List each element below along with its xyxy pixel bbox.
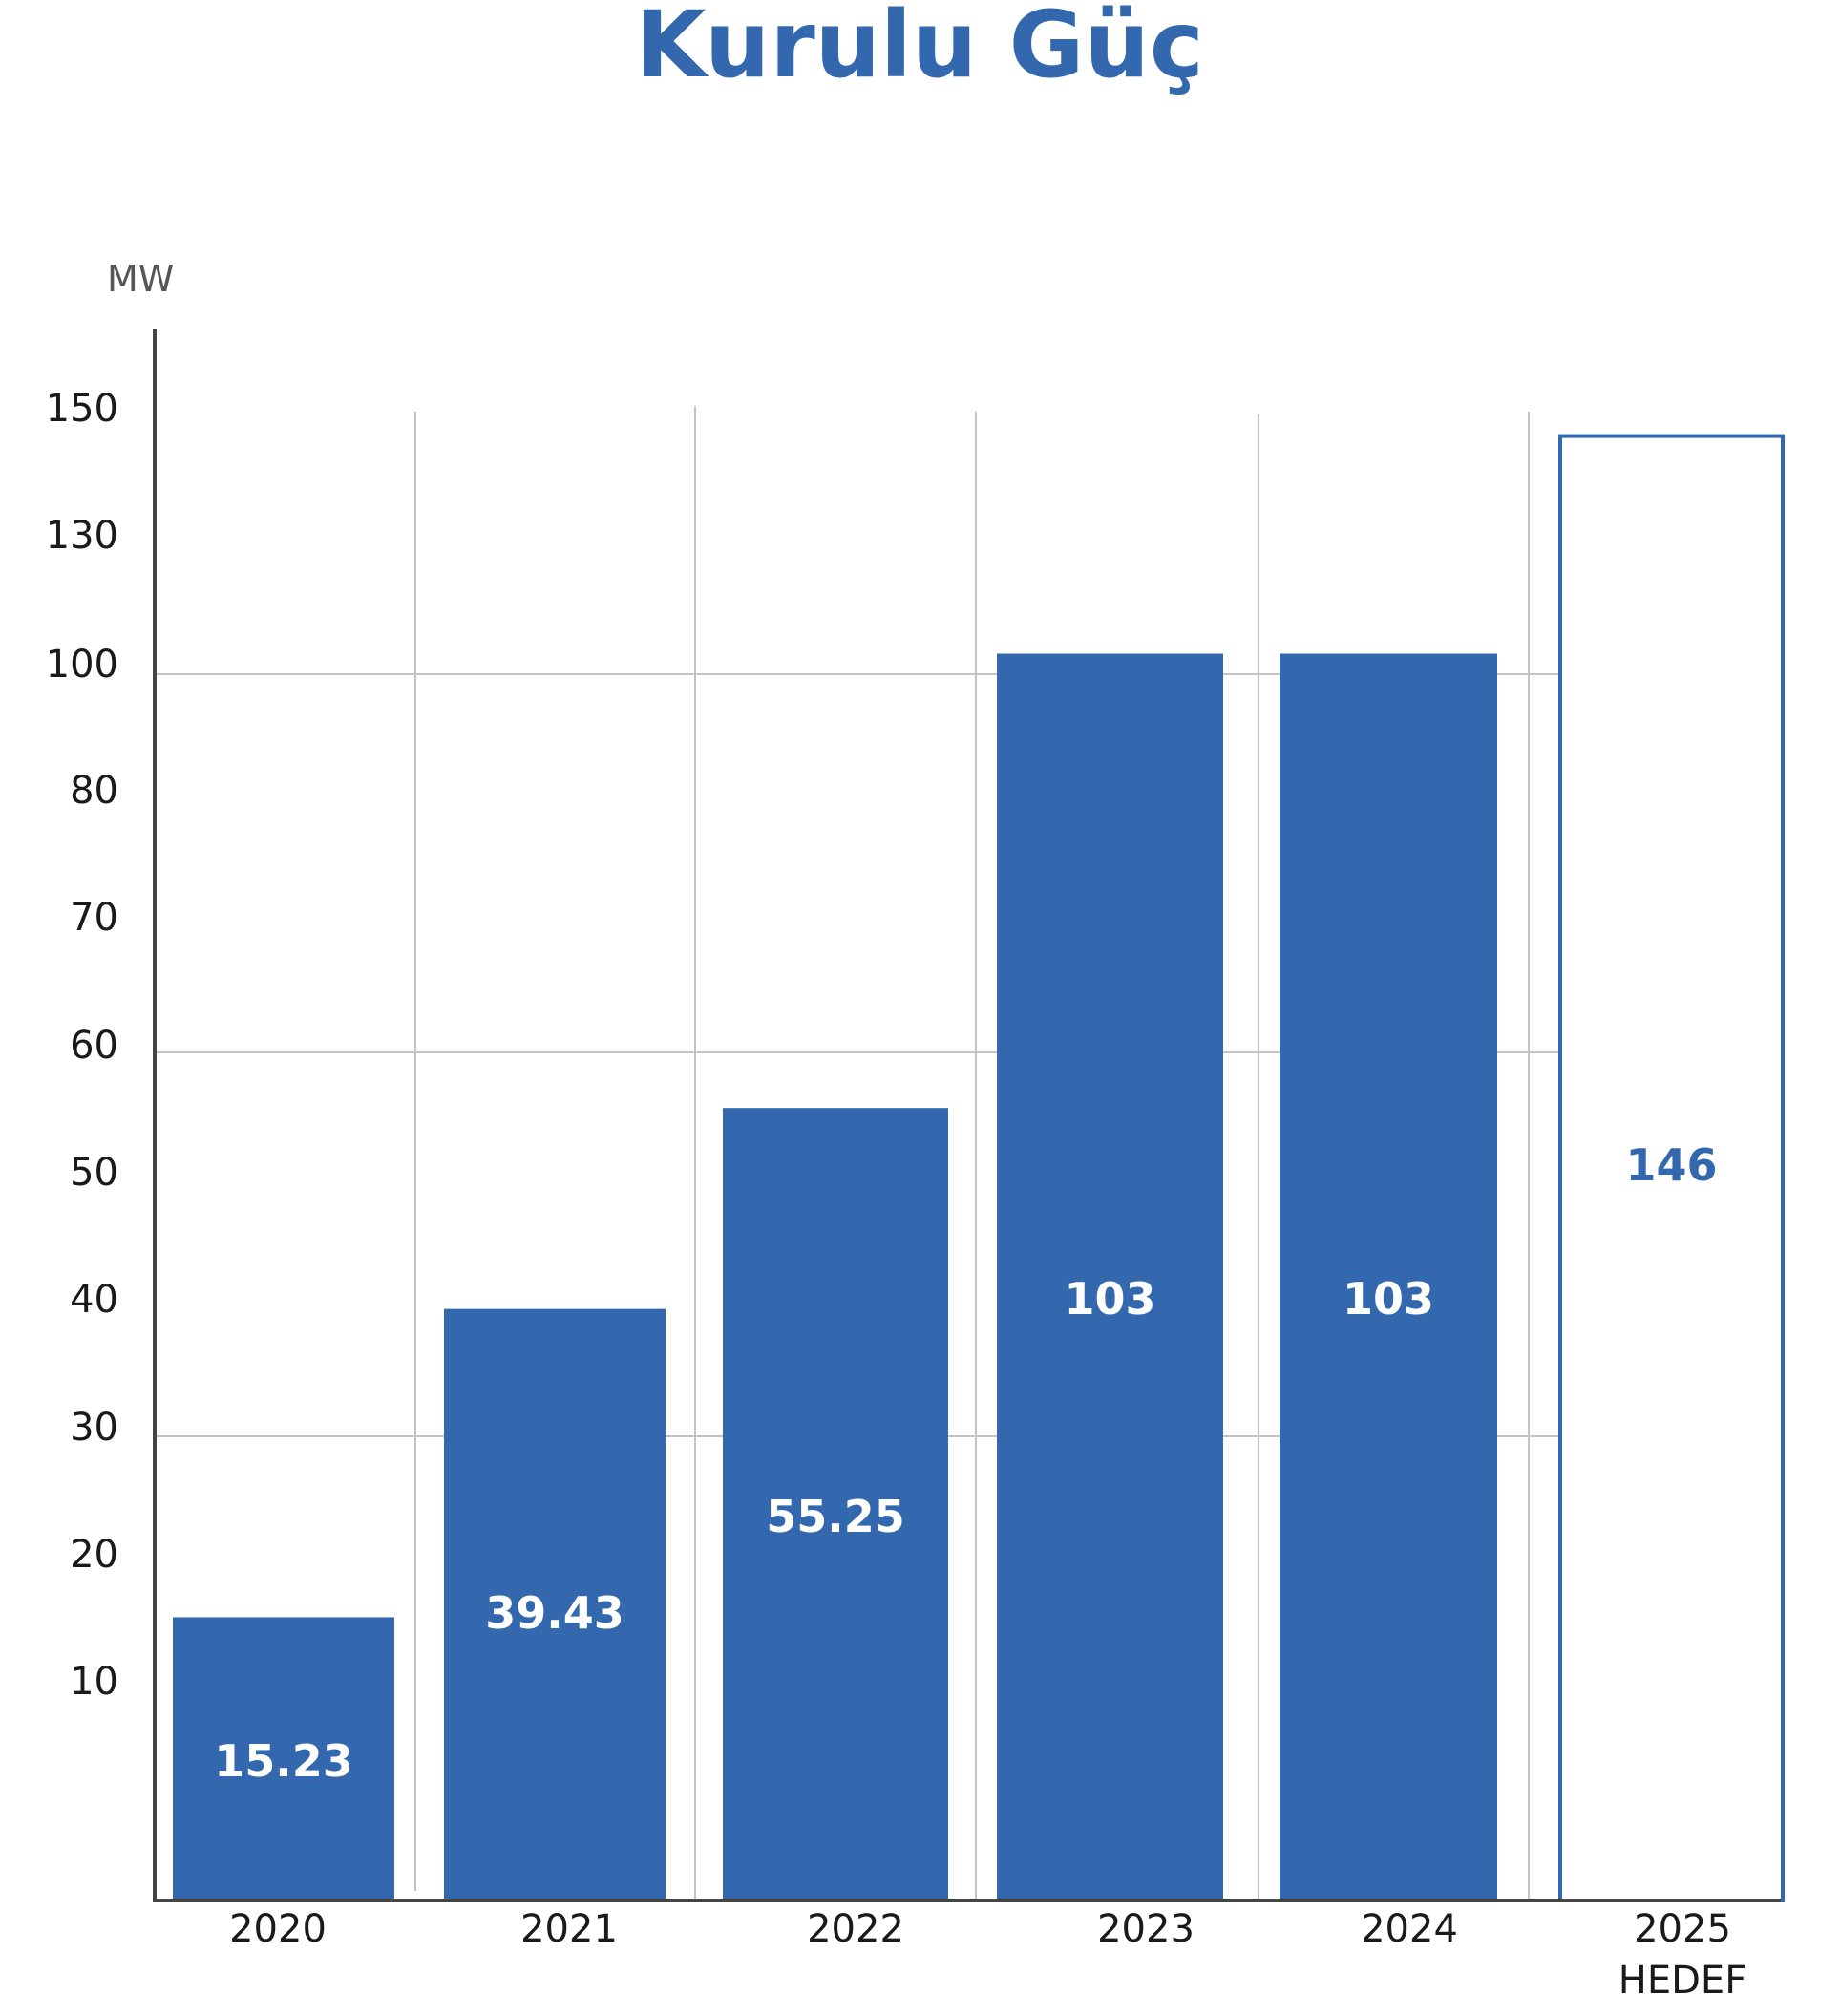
y-tick-label-130: 130 [46, 514, 118, 558]
bar-2020 [173, 1617, 394, 1900]
chart-title: Kurulu Güç [635, 0, 1203, 98]
bar-value-label-2024: 103 [1343, 1273, 1434, 1325]
bar-2025-target [1558, 434, 1785, 1903]
text-layer: Kurulu Güç MW 150 130 100 80 70 60 50 40 30 20 10 202… [46, 0, 1747, 2003]
bar-value-label-2023: 103 [1064, 1273, 1155, 1325]
x-category-label-2021: 2021 [520, 1907, 618, 1951]
y-axis-unit-label: MW [107, 258, 174, 300]
x-category-label-2022: 2022 [807, 1907, 904, 1951]
bar-value-label-2021: 39.43 [485, 1587, 624, 1639]
bar-2022 [723, 1108, 948, 1900]
y-tick-label-30: 30 [70, 1406, 118, 1450]
bar-layer [173, 434, 1785, 1903]
bar-2021 [444, 1308, 666, 1900]
bar-value-label-2022: 55.25 [766, 1491, 905, 1542]
y-tick-label-60: 60 [70, 1024, 118, 1068]
bar-2024 [1280, 653, 1497, 1900]
x-category-label-2025: 2025 [1634, 1907, 1731, 1951]
y-tick-label-150: 150 [46, 387, 118, 431]
x-category-label-2020: 2020 [229, 1907, 327, 1951]
bar-2023 [997, 653, 1223, 1900]
y-tick-label-40: 40 [70, 1278, 118, 1322]
bar-value-label-2025: 146 [1625, 1139, 1717, 1191]
x-category-sublabel-2025: HEDEF [1618, 1959, 1746, 2003]
bar-value-label-2020: 15.23 [214, 1735, 353, 1787]
axis-layer [153, 329, 1781, 1902]
y-tick-label-50: 50 [70, 1151, 118, 1195]
y-tick-label-80: 80 [70, 769, 118, 813]
x-category-label-2024: 2024 [1361, 1907, 1458, 1951]
x-category-label-2023: 2023 [1097, 1907, 1195, 1951]
y-tick-label-10: 10 [70, 1660, 118, 1704]
y-tick-label-100: 100 [46, 643, 118, 687]
y-tick-label-70: 70 [70, 896, 118, 940]
y-tick-label-20: 20 [70, 1533, 118, 1577]
